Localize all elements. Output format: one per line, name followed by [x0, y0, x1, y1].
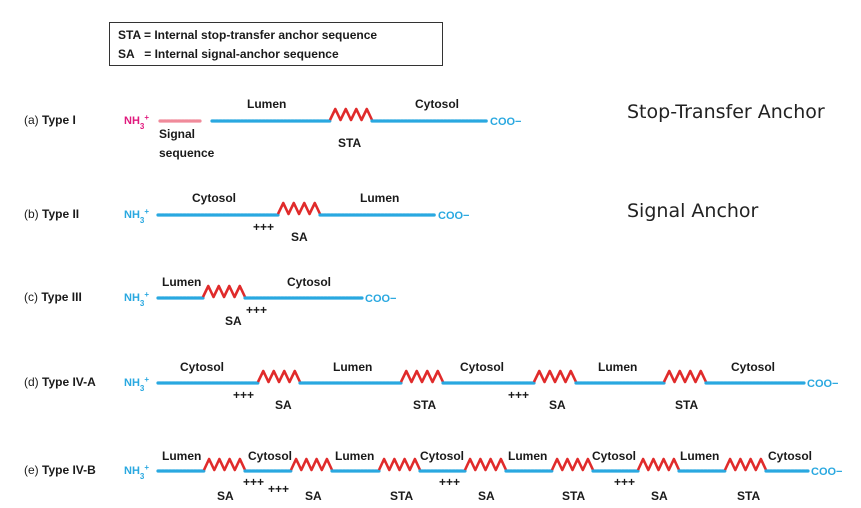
region-label: Lumen	[335, 449, 374, 463]
signal-sequence-label: sequence	[159, 146, 215, 160]
nh3-terminal: NH3+	[124, 290, 149, 308]
coo-terminal: COO−	[438, 210, 469, 222]
sta-label: STA	[338, 136, 361, 150]
helix-sa	[202, 457, 247, 472]
coo-terminal: COO−	[490, 116, 521, 128]
helix-label: SA	[217, 489, 234, 503]
region-label: Lumen	[680, 449, 719, 463]
helix-sta	[550, 457, 595, 472]
helix-sta	[662, 369, 708, 384]
helix-label: STA	[675, 398, 698, 412]
sa-label: SA	[225, 314, 242, 328]
region-label: Cytosol	[420, 449, 464, 463]
helix-sa	[463, 457, 508, 472]
cytosol-label: Cytosol	[192, 191, 236, 205]
signal-anchor-label: Signal Anchor	[627, 200, 759, 222]
coo-terminal: COO−	[811, 466, 842, 478]
helix-sa	[256, 369, 302, 384]
row-label-type-1: (a) Type I	[24, 113, 76, 127]
region-label: Lumen	[598, 360, 637, 374]
row-label-type-4b: (e) Type IV-B	[24, 463, 96, 477]
helix-sa	[636, 457, 681, 472]
region-label: Cytosol	[180, 360, 224, 374]
cytosol-label: Cytosol	[287, 275, 331, 289]
row-label-type-3: (c) Type III	[24, 290, 82, 304]
helix-sa	[532, 369, 578, 384]
nh3-terminal: NH3+	[124, 207, 149, 225]
helix-label: SA	[478, 489, 495, 503]
helix-label: STA	[390, 489, 413, 503]
legend-box: STA = Internal stop-transfer anchor sequ…	[109, 22, 443, 66]
helix-sta	[399, 369, 445, 384]
helix-label: SA	[549, 398, 566, 412]
cytosol-label: Cytosol	[415, 97, 459, 111]
helix-label: SA	[305, 489, 322, 503]
sa-label: SA	[291, 230, 308, 244]
helix-sta	[377, 457, 422, 472]
coo-terminal: COO−	[365, 293, 396, 305]
sa-helix	[201, 284, 247, 299]
region-label: Lumen	[508, 449, 547, 463]
positive-charge-label: +++	[246, 303, 267, 317]
lumen-label: Lumen	[360, 191, 399, 205]
region-label: Cytosol	[460, 360, 504, 374]
helix-sta	[723, 457, 768, 472]
helix-label: SA	[275, 398, 292, 412]
stop-transfer-anchor-label: Stop-Transfer Anchor	[627, 101, 825, 123]
region-label: Cytosol	[248, 449, 292, 463]
positive-charge-label: +++	[614, 475, 635, 489]
positive-charge-label: +++	[268, 482, 289, 496]
region-label: Lumen	[333, 360, 372, 374]
region-label: Lumen	[162, 449, 201, 463]
legend-sta: STA = Internal stop-transfer anchor sequ…	[118, 28, 378, 42]
helix-label: STA	[562, 489, 585, 503]
positive-charge-label: +++	[243, 475, 264, 489]
coo-terminal: COO−	[807, 378, 838, 390]
positive-charge-label: +++	[233, 388, 254, 402]
lumen-label: Lumen	[162, 275, 201, 289]
nh3-terminal: NH3+	[124, 113, 149, 131]
positive-charge-label: +++	[508, 388, 529, 402]
legend-sa: SA = Internal signal-anchor sequence	[118, 47, 339, 61]
region-label: Cytosol	[731, 360, 775, 374]
positive-charge-label: +++	[439, 475, 460, 489]
lumen-label: Lumen	[247, 97, 286, 111]
helix-sa	[289, 457, 334, 472]
row-label-type-2: (b) Type II	[24, 207, 79, 221]
region-label: Cytosol	[768, 449, 812, 463]
helix-label: SA	[651, 489, 668, 503]
row-label-type-4a: (d) Type IV-A	[24, 375, 96, 389]
nh3-terminal: NH3+	[124, 375, 149, 393]
sa-helix	[276, 201, 322, 216]
region-label: Cytosol	[592, 449, 636, 463]
sta-helix	[328, 107, 374, 122]
helix-label: STA	[413, 398, 436, 412]
nh3-terminal: NH3+	[124, 463, 149, 481]
signal-label: Signal	[159, 127, 195, 141]
positive-charge-label: +++	[253, 220, 274, 234]
helix-label: STA	[737, 489, 760, 503]
